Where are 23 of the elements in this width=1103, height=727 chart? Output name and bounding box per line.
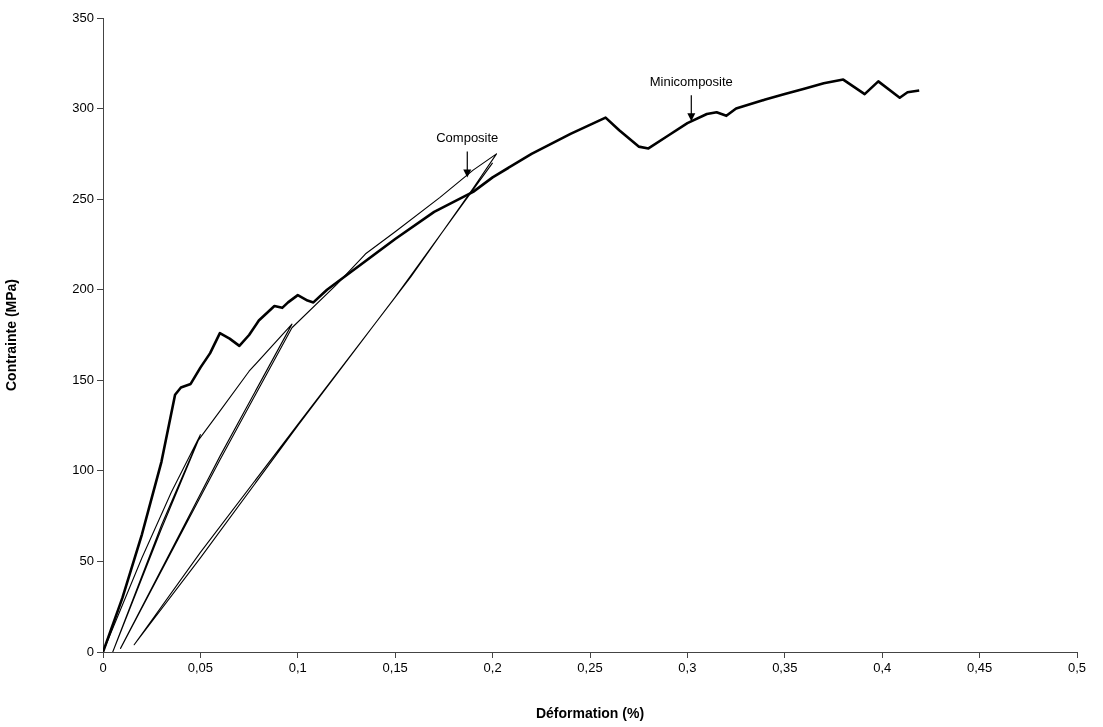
- y-tick-label: 150: [72, 371, 94, 387]
- x-tick-label: 0,4: [873, 660, 892, 676]
- annotation: Composite: [436, 130, 499, 146]
- x-tick-label: 0,1: [288, 660, 307, 676]
- y-axis-title: Contrainte (MPa): [3, 279, 20, 391]
- x-tick-label: 0,45: [966, 660, 993, 676]
- y-tick-label: 350: [72, 9, 94, 25]
- y-tick-label: 50: [79, 553, 94, 569]
- x-axis-title: Déformation (%): [535, 705, 645, 722]
- x-tick-label: 0,35: [772, 660, 798, 676]
- y-tick-label: 0: [86, 643, 94, 659]
- x-tick-label: 0,25: [577, 660, 603, 676]
- y-tick-label: 300: [72, 100, 94, 116]
- x-tick-label: 0,2: [483, 660, 502, 676]
- x-tick-label: 0,5: [1067, 660, 1087, 676]
- x-tick-label: 0,15: [382, 660, 408, 676]
- y-tick-label: 100: [72, 462, 94, 478]
- annotation: Minicomposite: [649, 74, 733, 90]
- y-tick-label: 200: [72, 281, 94, 297]
- x-tick-label: 0: [99, 660, 107, 676]
- x-tick-label: 0,05: [187, 660, 214, 676]
- x-tick-label: 0,3: [678, 660, 697, 676]
- y-tick-label: 250: [72, 190, 94, 206]
